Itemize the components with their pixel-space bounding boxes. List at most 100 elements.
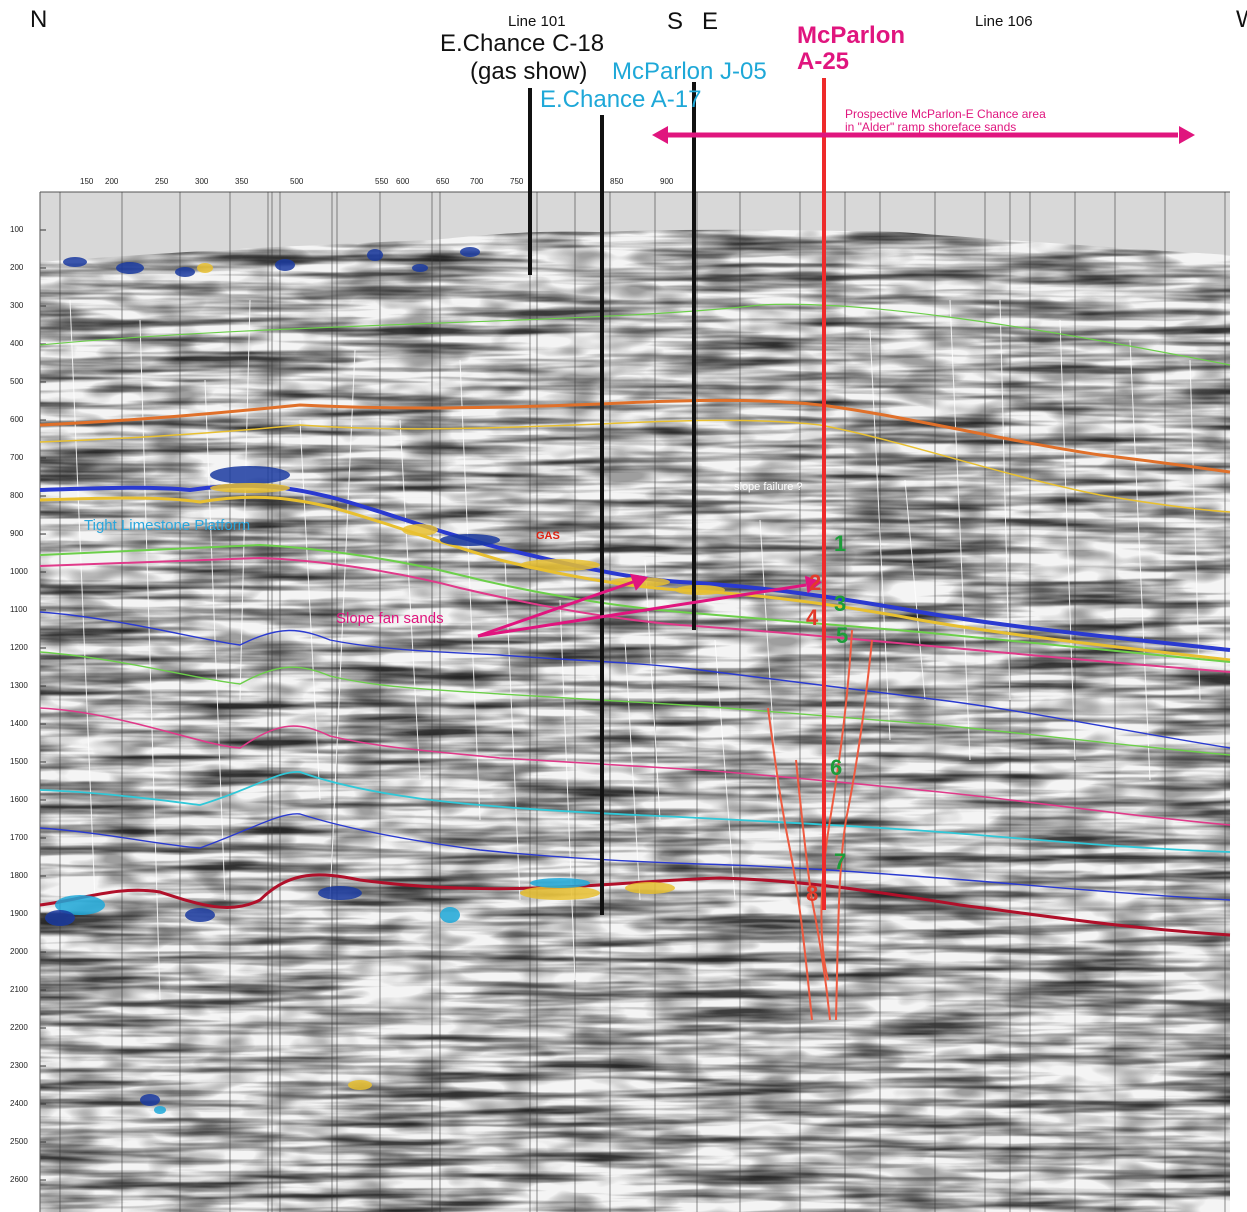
dip-trace <box>714 639 736 901</box>
trace-tick-label: 500 <box>290 177 304 186</box>
trace-tick-label: 900 <box>660 177 674 186</box>
dip-trace <box>239 299 251 701</box>
dip-trace <box>949 299 971 761</box>
time-tick-label: 1300 <box>10 681 28 690</box>
time-tick-label: 200 <box>10 263 24 272</box>
dip-trace <box>624 639 641 901</box>
dip-trace <box>69 299 96 901</box>
well-c18-note: (gas show) <box>470 58 588 85</box>
time-tick-label: 1800 <box>10 871 28 880</box>
trace-tick-label: 200 <box>105 177 119 186</box>
time-tick-label: 1600 <box>10 795 28 804</box>
dip-trace <box>329 349 356 901</box>
well-a25-name: McParlon <box>797 22 906 49</box>
trace-tick-label: 550 <box>375 177 389 186</box>
horizon-pink <box>39 556 1231 673</box>
time-tick-label: 1000 <box>10 567 28 576</box>
amplitude-anomaly <box>63 257 87 267</box>
time-tick-label: 2300 <box>10 1061 28 1070</box>
trace-tick-label: 750 <box>510 177 524 186</box>
time-tick-label: 400 <box>10 339 24 348</box>
well-c18-name: E.Chance C-18 <box>440 30 605 57</box>
interpreted-fault <box>767 707 813 1021</box>
dip-trace <box>869 329 891 741</box>
zone-number: 7 <box>834 849 847 874</box>
time-tick-label: 600 <box>10 415 24 424</box>
amplitude-anomaly <box>185 908 215 922</box>
west-label: W <box>1236 8 1247 32</box>
time-tick-label: 100 <box>10 225 24 234</box>
amplitude-anomaly <box>625 882 675 894</box>
amplitude-anomaly <box>520 886 600 900</box>
well-j05-name: McParlon J-05 <box>612 58 767 85</box>
interpreted-fault <box>820 629 853 981</box>
time-tick-label: 2000 <box>10 947 28 956</box>
slope-fan-arrow <box>477 580 634 638</box>
slope-fan-arrow-head <box>804 575 822 594</box>
amplitude-anomaly <box>440 534 500 546</box>
annotation-arrows <box>477 126 1195 638</box>
time-tick-label: 700 <box>10 453 24 462</box>
time-tick-label: 800 <box>10 491 24 500</box>
time-tick-label: 2500 <box>10 1137 28 1146</box>
slope-failure-label: slope failure ? <box>734 481 803 493</box>
interpreted-fault <box>795 759 831 1021</box>
amplitude-anomaly <box>675 585 725 595</box>
amplitude-anomaly <box>116 262 144 274</box>
horizon-green-2 <box>39 543 1231 663</box>
horizon-shallow <box>39 303 1231 366</box>
dip-trace <box>299 419 321 801</box>
horizon-blue-2 <box>39 813 1231 901</box>
time-tick-label: 2400 <box>10 1099 28 1108</box>
horizon-orange <box>39 398 1231 474</box>
amplitude-anomaly <box>197 263 213 273</box>
well-tie-lines <box>59 192 1226 1212</box>
dip-trace <box>204 379 226 901</box>
prospect-label-1: Prospective McParlon-E Chance area <box>845 107 1046 121</box>
dip-trace <box>1059 319 1076 761</box>
amplitude-anomaly <box>348 1080 372 1090</box>
prospect-label-2: in "Alder" ramp shoreface sands <box>845 120 1017 134</box>
time-tick-label: 1400 <box>10 719 28 728</box>
horizon-green-3 <box>39 651 1231 756</box>
east-label: E <box>702 8 719 35</box>
dip-trace <box>759 519 781 841</box>
well-a25-id: A-25 <box>797 48 850 75</box>
south-label: S <box>667 8 684 35</box>
amplitude-anomalies <box>45 247 725 1114</box>
zone-number: 4 <box>806 605 819 630</box>
zone-number: 2 <box>809 570 822 595</box>
prospect-arrow-head <box>652 126 668 144</box>
amplitude-anomaly <box>402 524 438 536</box>
zone-number: 8 <box>806 881 819 906</box>
trace-tick-label: 650 <box>436 177 450 186</box>
line-101-label: Line 101 <box>508 13 566 30</box>
dip-trace <box>1189 359 1201 701</box>
slope-fan-arrow <box>477 583 807 638</box>
amplitude-anomaly <box>440 907 460 923</box>
zone-number: 1 <box>834 531 847 556</box>
amplitude-anomaly <box>175 267 195 277</box>
amplitude-anomaly <box>45 910 75 926</box>
interpreted-fault <box>835 639 873 1021</box>
slope-fan-arrow-head <box>629 573 648 591</box>
dip-trace <box>139 319 161 1001</box>
amplitude-anomaly <box>210 466 290 484</box>
dip-trace <box>644 559 661 821</box>
time-tick-label: 500 <box>10 377 24 386</box>
time-tick-label: 1200 <box>10 643 28 652</box>
trace-tick-label: 350 <box>235 177 249 186</box>
trace-tick-label: 150 <box>80 177 94 186</box>
trace-tick-label: 600 <box>396 177 410 186</box>
time-tick-label: 2100 <box>10 985 28 994</box>
dip-trace <box>504 559 521 901</box>
time-tick-label: 1900 <box>10 909 28 918</box>
well-sticks <box>528 78 826 915</box>
zone-number: 3 <box>834 591 847 616</box>
amplitude-anomaly <box>460 247 480 257</box>
time-tick-label: 900 <box>10 529 24 538</box>
well-a17-name: E.Chance A-17 <box>540 86 702 113</box>
zone-number: 5 <box>836 623 849 648</box>
interpreted-faults <box>767 629 873 1021</box>
amplitude-anomaly <box>275 259 295 271</box>
